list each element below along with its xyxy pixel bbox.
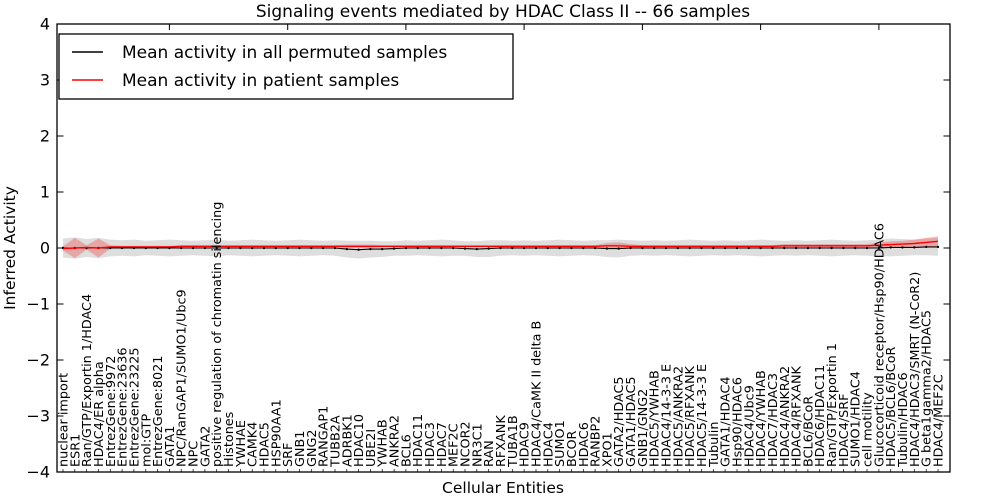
top-tick-marks	[168, 24, 880, 30]
y-tick-label: −2	[26, 351, 50, 370]
x-tick-label: NPC/RanGAP1/SUMO1/Ubc9	[175, 289, 190, 467]
x-tick-label: TUBA1B	[506, 415, 521, 468]
x-tick-label: HSP90AA1	[269, 399, 284, 467]
x-tick-label: HDAC7/HDAC3	[766, 373, 781, 467]
x-tick-label: Hsp90/HDAC6	[731, 377, 746, 467]
x-tick-label: GATA2	[198, 426, 213, 467]
x-tick-label: Glucocorticoid receptor/Hsp90/HDAC6	[872, 223, 887, 467]
x-tick-label: NCOR2	[459, 421, 474, 467]
x-tick-label: positive regulation of chromatin silenci…	[210, 202, 225, 467]
x-tick-label: RANGAP1	[317, 406, 332, 467]
x-tick-label: HDAC5/RFXANK	[683, 365, 698, 467]
x-tick-label: SUMO1/HDAC4	[849, 371, 864, 467]
x-tick-label: BCOR	[565, 430, 580, 467]
x-tick-label: HDAC7	[435, 422, 450, 467]
x-tick-label: RANBP2	[589, 416, 604, 467]
x-tick-label: BCL6/BCoR	[801, 396, 816, 467]
x-tick-label: ADRBK1	[340, 414, 355, 467]
x-tick-label: HDAC4/Ubc9	[742, 385, 757, 467]
plot-border	[56, 23, 951, 473]
x-tick-label: SRF	[281, 443, 296, 467]
x-tick-label: cell motility	[861, 392, 876, 467]
y-axis-label: Inferred Activity	[1, 186, 19, 310]
x-tick-label: HDAC5/14-3-3 E	[695, 364, 710, 467]
x-tick-label: Tubulin/HDAC6	[896, 372, 911, 468]
x-tick-label: GATA1/HDAC4	[719, 376, 734, 467]
x-tick-label: NPC	[187, 441, 202, 467]
x-tick-label: HDAC9	[518, 422, 533, 467]
x-tick-label: HDAC5/YWHAB	[648, 370, 663, 467]
x-tick-label: RFXANK	[494, 415, 509, 467]
y-tick-label: 4	[40, 15, 50, 34]
chart-title: Signaling events mediated by HDAC Class …	[256, 2, 750, 22]
x-tick-label: HDAC4/HDAC3/SMRT (N-CoR2)	[908, 272, 923, 467]
x-tick-label: GNB1	[293, 431, 308, 467]
x-tick-label: YWHAE	[234, 420, 249, 468]
x-tick-label: Ran/GTP/Exportin 1/HDAC4	[80, 294, 95, 467]
x-axis-label: Cellular Entities	[442, 479, 564, 497]
x-tick-label: HDAC4/RFXANK	[790, 365, 805, 467]
x-tick-label: HDAC6/HDAC11	[813, 365, 828, 467]
x-tick-label: HDAC5/ANKRA2	[671, 366, 686, 467]
legend: Mean activity in all permuted samples Me…	[58, 33, 514, 100]
y-tick-label: −1	[26, 295, 50, 314]
x-tick-label: NR3C1	[470, 423, 485, 467]
x-tick-label: G beta1gamma2/HDAC5	[920, 310, 935, 467]
y-tick-label: −3	[26, 407, 50, 426]
x-tick-label: HDAC4/ER alpha	[92, 361, 107, 467]
x-tick-label: GATA2/HDAC5	[612, 376, 627, 467]
patient-mean-line	[62, 240, 939, 250]
x-tick-label: YWHAB	[376, 419, 391, 468]
x-tick-label: HDAC4/ANKRA2	[778, 366, 793, 467]
x-tick-label: HDAC3	[423, 422, 438, 467]
x-tick-label: BCL6	[399, 434, 414, 467]
x-tick-label: EntrezGene:23636	[116, 347, 131, 467]
x-tick-label: MEF2C	[447, 423, 462, 467]
x-tick-label: RAN	[482, 440, 497, 467]
x-tick-label: Tubulin	[707, 422, 722, 468]
x-tick-label: HDAC4/YWHAB	[754, 370, 769, 467]
x-tick-label: HDAC4/SRF	[837, 393, 852, 467]
x-tick-label: HDAC4/MEF2C	[932, 374, 947, 467]
x-tick-label: GNB1/GNG2	[636, 389, 651, 467]
y-tick-label: 1	[40, 183, 50, 202]
x-tick-label: ANKRA2	[388, 415, 403, 467]
x-tick-label: HDAC4/CaMK II delta B	[530, 321, 545, 467]
x-tick-label: XPO1	[600, 432, 615, 467]
x-tick-label: Histones	[222, 411, 237, 467]
legend-label-patient: Mean activity in patient samples	[122, 71, 399, 91]
y-tick-label: −4	[26, 463, 50, 482]
legend-label-permuted: Mean activity in all permuted samples	[122, 43, 447, 63]
x-tick-label: HDAC5/BCL6/BCoR	[884, 346, 899, 467]
x-tick-label: UBE2I	[364, 429, 379, 467]
x-tick-label: HDAC4/14-3-3 E	[660, 364, 675, 467]
x-tick-label: HDAC5	[258, 422, 273, 467]
legend-box	[58, 33, 514, 100]
x-tick-label: TUBB2A	[329, 415, 344, 468]
x-tick-label: CAMK4	[246, 422, 261, 467]
y-tick-label: 3	[40, 71, 50, 90]
x-tick-label: mol:GTP	[139, 414, 154, 467]
x-tick-label: EntrezGene:23225	[127, 347, 142, 467]
x-tick-label: HDAC11	[411, 414, 426, 467]
x-tick-label: HDAC4	[541, 422, 556, 467]
y-tick-labels: 4 3 2 1 0 −1 −2 −3 −4	[26, 15, 50, 482]
x-tick-label: GATA1/HDAC5	[624, 376, 639, 467]
x-tick-label: ESR1	[68, 434, 83, 467]
x-tick-label: Ran/GTP/Exportin 1	[825, 343, 840, 467]
x-tick-label: nuclear import	[57, 373, 72, 467]
y-tick-label: 0	[40, 239, 50, 258]
y-tick-label: 2	[40, 127, 50, 146]
x-tick-label: EntrezGene:8021	[151, 356, 166, 467]
x-tick-label: EntrezGene:9972	[104, 356, 119, 467]
x-tick-label: GATA1	[163, 426, 178, 467]
x-tick-label: HDAC6	[577, 422, 592, 467]
x-tick-label: SUMO1	[553, 420, 568, 467]
x-tick-label: HDAC10	[352, 414, 367, 467]
x-tick-label: GNG2	[305, 429, 320, 467]
